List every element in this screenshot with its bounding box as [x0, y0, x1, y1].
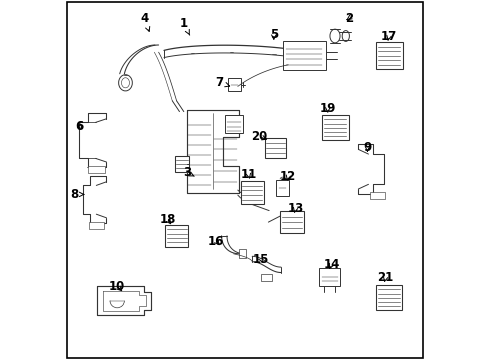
Bar: [239, 249, 246, 258]
Bar: [241, 181, 264, 204]
Text: 21: 21: [377, 271, 393, 284]
Bar: [261, 274, 272, 281]
Text: 15: 15: [253, 253, 270, 266]
Text: 6: 6: [75, 120, 83, 132]
Text: 3: 3: [183, 166, 194, 179]
Text: 14: 14: [323, 258, 340, 271]
Text: 16: 16: [208, 235, 224, 248]
Bar: [88, 166, 104, 173]
Bar: [370, 192, 385, 199]
Bar: [228, 78, 241, 91]
Bar: [225, 115, 243, 133]
Text: 13: 13: [287, 202, 303, 215]
Text: 10: 10: [109, 280, 125, 293]
Bar: [89, 222, 104, 229]
Bar: [175, 156, 189, 172]
Text: 18: 18: [159, 213, 176, 226]
Text: 12: 12: [280, 170, 296, 183]
Text: 17: 17: [381, 30, 397, 42]
Text: 7: 7: [216, 76, 230, 89]
Bar: [319, 268, 341, 286]
Bar: [321, 115, 348, 140]
Bar: [283, 41, 326, 70]
Text: 11: 11: [241, 168, 257, 181]
Text: 4: 4: [140, 12, 150, 31]
Text: 8: 8: [70, 188, 84, 201]
Bar: [280, 211, 303, 233]
Bar: [265, 138, 286, 158]
Text: 20: 20: [251, 130, 268, 143]
Bar: [375, 42, 402, 69]
Text: 1: 1: [180, 17, 190, 35]
Bar: [376, 285, 402, 310]
Text: 19: 19: [319, 102, 336, 114]
Bar: [276, 180, 289, 196]
Text: 5: 5: [270, 28, 278, 41]
Text: 2: 2: [345, 12, 353, 24]
Bar: [165, 225, 188, 247]
Text: 9: 9: [363, 141, 371, 154]
